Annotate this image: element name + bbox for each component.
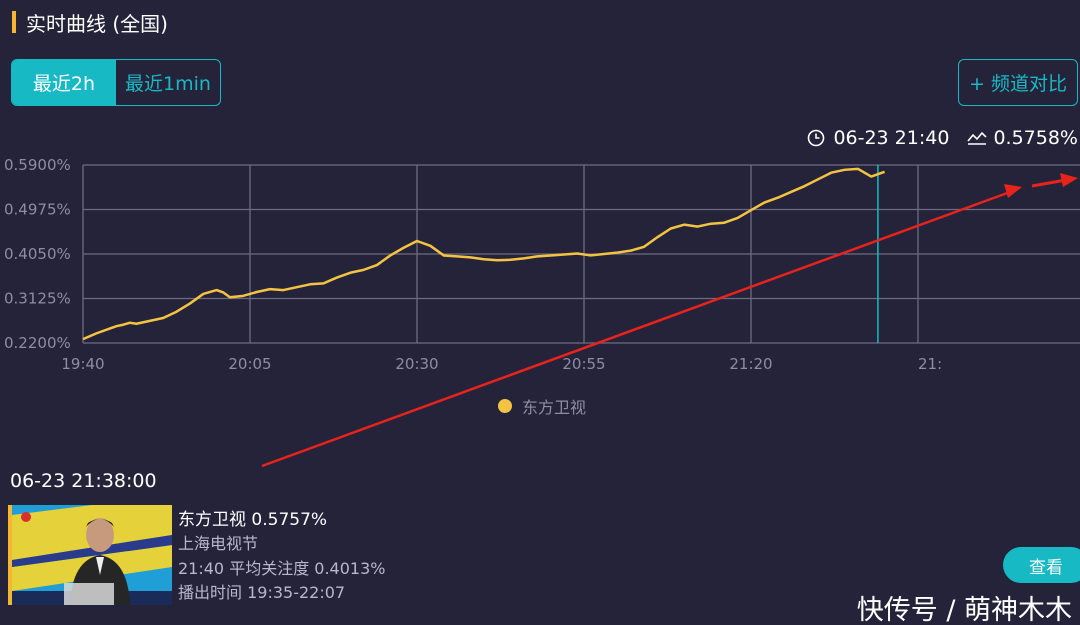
chart-legend[interactable]: 东方卫视 [498, 394, 586, 418]
legend-swatch [498, 399, 512, 413]
card-accent-bar [8, 505, 12, 605]
watermark-text: 快传号 / 萌神木木 [856, 595, 1072, 625]
air-time: 播出时间 19:35-22:07 [178, 582, 346, 602]
channel-rating: 东方卫视 0.5757% [178, 510, 328, 530]
clock-icon [808, 129, 825, 147]
x-tick-label: 20:30 [395, 355, 438, 373]
page-title: 实时曲线 (全国) [26, 11, 168, 36]
channel-compare-button[interactable]: + 频道对比 [958, 59, 1078, 106]
average-attention: 21:40 平均关注度 0.4013% [178, 558, 386, 578]
current-readout: 06-23 21:40 0.5758% [807, 125, 1078, 151]
program-thumbnail[interactable] [12, 505, 172, 605]
y-tick-label: 0.4050% [4, 245, 71, 263]
readout-time: 06-23 21:40 [833, 127, 950, 149]
x-tick-label: 20:55 [562, 355, 605, 373]
detail-timestamp: 06-23 21:38:00 [10, 470, 157, 492]
tab-last-1min[interactable]: 最近1min [125, 73, 211, 95]
program-card[interactable]: 东方卫视 0.5757% 上海电视节 21:40 平均关注度 0.4013% 播… [8, 505, 385, 605]
section-header: 实时曲线 (全国) [12, 8, 168, 36]
program-name: 上海电视节 [178, 534, 259, 554]
title-accent-bar [12, 11, 16, 33]
thumbnail-image [12, 505, 172, 605]
y-tick-label: 0.3125% [4, 290, 71, 308]
y-tick-label: 0.5900% [4, 156, 71, 174]
y-tick-label: 0.2200% [4, 334, 71, 352]
realtime-chart[interactable]: 0.5900% 0.4975% 0.4050% 0.3125% 0.2200% 19:40… [0, 150, 1080, 380]
x-tick-label: 21: [918, 355, 942, 373]
trend-icon [967, 131, 988, 145]
program-info: 东方卫视 0.5757% 上海电视节 21:40 平均关注度 0.4013% 播… [178, 505, 385, 603]
y-tick-label: 0.4975% [4, 201, 71, 219]
readout-value: 0.5758% [993, 127, 1078, 149]
view-button[interactable]: 查看 [1003, 547, 1080, 583]
tab-last-2h[interactable]: 最近2h [12, 60, 116, 105]
range-toggle: 最近2h 最近1min [11, 59, 221, 106]
x-tick-label: 21:20 [729, 355, 772, 373]
x-tick-label: 20:05 [228, 355, 271, 373]
x-tick-label: 19:40 [61, 355, 104, 373]
legend-label: 东方卫视 [522, 398, 587, 417]
